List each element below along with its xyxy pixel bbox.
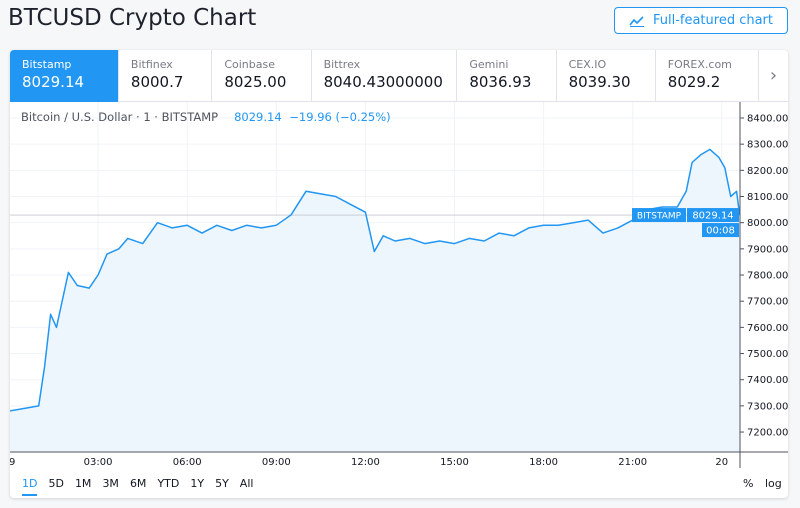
exchange-price: 8029.14 <box>22 73 85 91</box>
exchange-name: Bittrex <box>323 58 361 71</box>
price-tick-label: 7900.00 <box>747 244 788 255</box>
range-toolbar: 1D 5D 1M 3M 6M YTD 1Y 5Y All <box>10 468 710 498</box>
legend-change: −19.96 (−0.25%) <box>289 110 391 124</box>
time-tick-label: 06:00 <box>173 457 202 468</box>
exchange-price: 8040.43000000 <box>323 73 443 91</box>
chart-icon <box>629 15 644 27</box>
range-all[interactable]: All <box>239 476 254 490</box>
time-tick-label: 18:00 <box>529 457 558 468</box>
time-tick-label: 20 <box>715 457 728 468</box>
price-tick-label: 7400.00 <box>747 375 788 386</box>
range-1d[interactable]: 1D <box>22 476 38 496</box>
exchange-tab-cexio[interactable]: CEX.IO 8039.30 <box>557 50 656 102</box>
price-tick-label: 7800.00 <box>747 271 788 282</box>
price-tick-label: 8400.00 <box>747 114 788 125</box>
chart-legend: Bitcoin / U.S. Dollar · 1 · BITSTAMP 8029… <box>21 110 391 124</box>
exchange-price: 8025.00 <box>224 73 287 91</box>
exchange-name: CEX.IO <box>568 58 607 71</box>
price-tick-label: 7600.00 <box>747 323 788 334</box>
price-tick-label: 7500.00 <box>747 349 788 360</box>
price-tick-label: 8200.00 <box>747 166 788 177</box>
exchange-name: Gemini <box>469 58 509 71</box>
range-6m[interactable]: 6M <box>129 476 147 490</box>
time-tick-label: 21:00 <box>618 457 647 468</box>
time-tick-label: 9 <box>10 457 15 468</box>
price-tick-label: 8100.00 <box>747 192 788 203</box>
exchange-tab-bittrex[interactable]: Bittrex 8040.43000000 <box>312 50 458 102</box>
full-featured-chart-button[interactable]: Full-featured chart <box>614 7 788 34</box>
exchange-name: Coinbase <box>224 58 276 71</box>
exchange-name: Bitstamp <box>22 58 72 71</box>
price-line <box>10 148 741 412</box>
exchange-name: FOREX.com <box>667 58 732 71</box>
price-tick-label: 8300.00 <box>747 140 788 151</box>
exchange-label-bg <box>632 208 686 223</box>
range-1y[interactable]: 1Y <box>190 476 205 490</box>
percent-scale-toggle[interactable]: % <box>743 477 754 490</box>
next-exchanges-chevron-icon[interactable]: › <box>769 65 778 86</box>
legend-price: 8029.14 <box>234 110 282 124</box>
log-scale-toggle[interactable]: log <box>765 477 782 490</box>
price-tick-label: 8000.00 <box>747 218 788 229</box>
countdown-bg <box>702 223 739 238</box>
exchange-price: 8036.93 <box>469 73 532 91</box>
price-tick-label: 7200.00 <box>747 428 788 439</box>
time-tick-label: 09:00 <box>262 457 291 468</box>
range-ytd[interactable]: YTD <box>157 476 180 490</box>
exchange-price: 8029.2 <box>667 73 721 91</box>
full-featured-chart-label: Full-featured chart <box>652 13 774 28</box>
last-price-label: 8029.14 <box>692 211 733 222</box>
exchange-price: 8000.7 <box>130 73 184 91</box>
price-tick-label: 7300.00 <box>747 401 788 412</box>
chart-widget: Bitstamp 8029.14 Bitfinex 8000.7 Coinbase 802… <box>10 50 788 498</box>
exchange-tab-forexcom[interactable]: FOREX.com 8029.2 <box>656 50 759 102</box>
price-chart[interactable]: 7200.00 7300.00 7400.00 7500.00 7600.00 7700.… <box>10 50 788 468</box>
exchange-price: 8039.30 <box>568 73 631 91</box>
exchange-name: Bitfinex <box>130 58 173 71</box>
exchange-tab-gemini[interactable]: Gemini 8036.93 <box>457 50 557 102</box>
range-5y[interactable]: 5Y <box>215 476 229 490</box>
exchange-tab-bitstamp[interactable]: Bitstamp 8029.14 <box>10 50 119 102</box>
range-3m[interactable]: 3M <box>102 476 119 490</box>
exchange-tab-bitfinex[interactable]: Bitfinex 8000.7 <box>119 50 213 102</box>
price-tick-label: 7700.00 <box>747 297 788 308</box>
exchange-label: BITSTAMP <box>637 212 682 222</box>
range-5d[interactable]: 5D <box>48 476 64 490</box>
symbol-description: Bitcoin / U.S. Dollar · 1 · BITSTAMP <box>21 110 219 124</box>
exchange-tab-coinbase[interactable]: Coinbase 8025.00 <box>212 50 312 102</box>
exchange-tabs: Bitstamp 8029.14 Bitfinex 8000.7 Coinbase 802… <box>10 50 788 102</box>
last-price-label-bg <box>687 208 739 223</box>
range-1m[interactable]: 1M <box>74 476 92 490</box>
price-area <box>10 149 740 452</box>
time-tick-label: 12:00 <box>351 457 380 468</box>
time-tick-label: 15:00 <box>440 457 469 468</box>
time-tick-label: 03:00 <box>84 457 113 468</box>
page-title: BTCUSD Crypto Chart <box>8 5 257 31</box>
countdown-label: 00:08 <box>706 226 735 237</box>
